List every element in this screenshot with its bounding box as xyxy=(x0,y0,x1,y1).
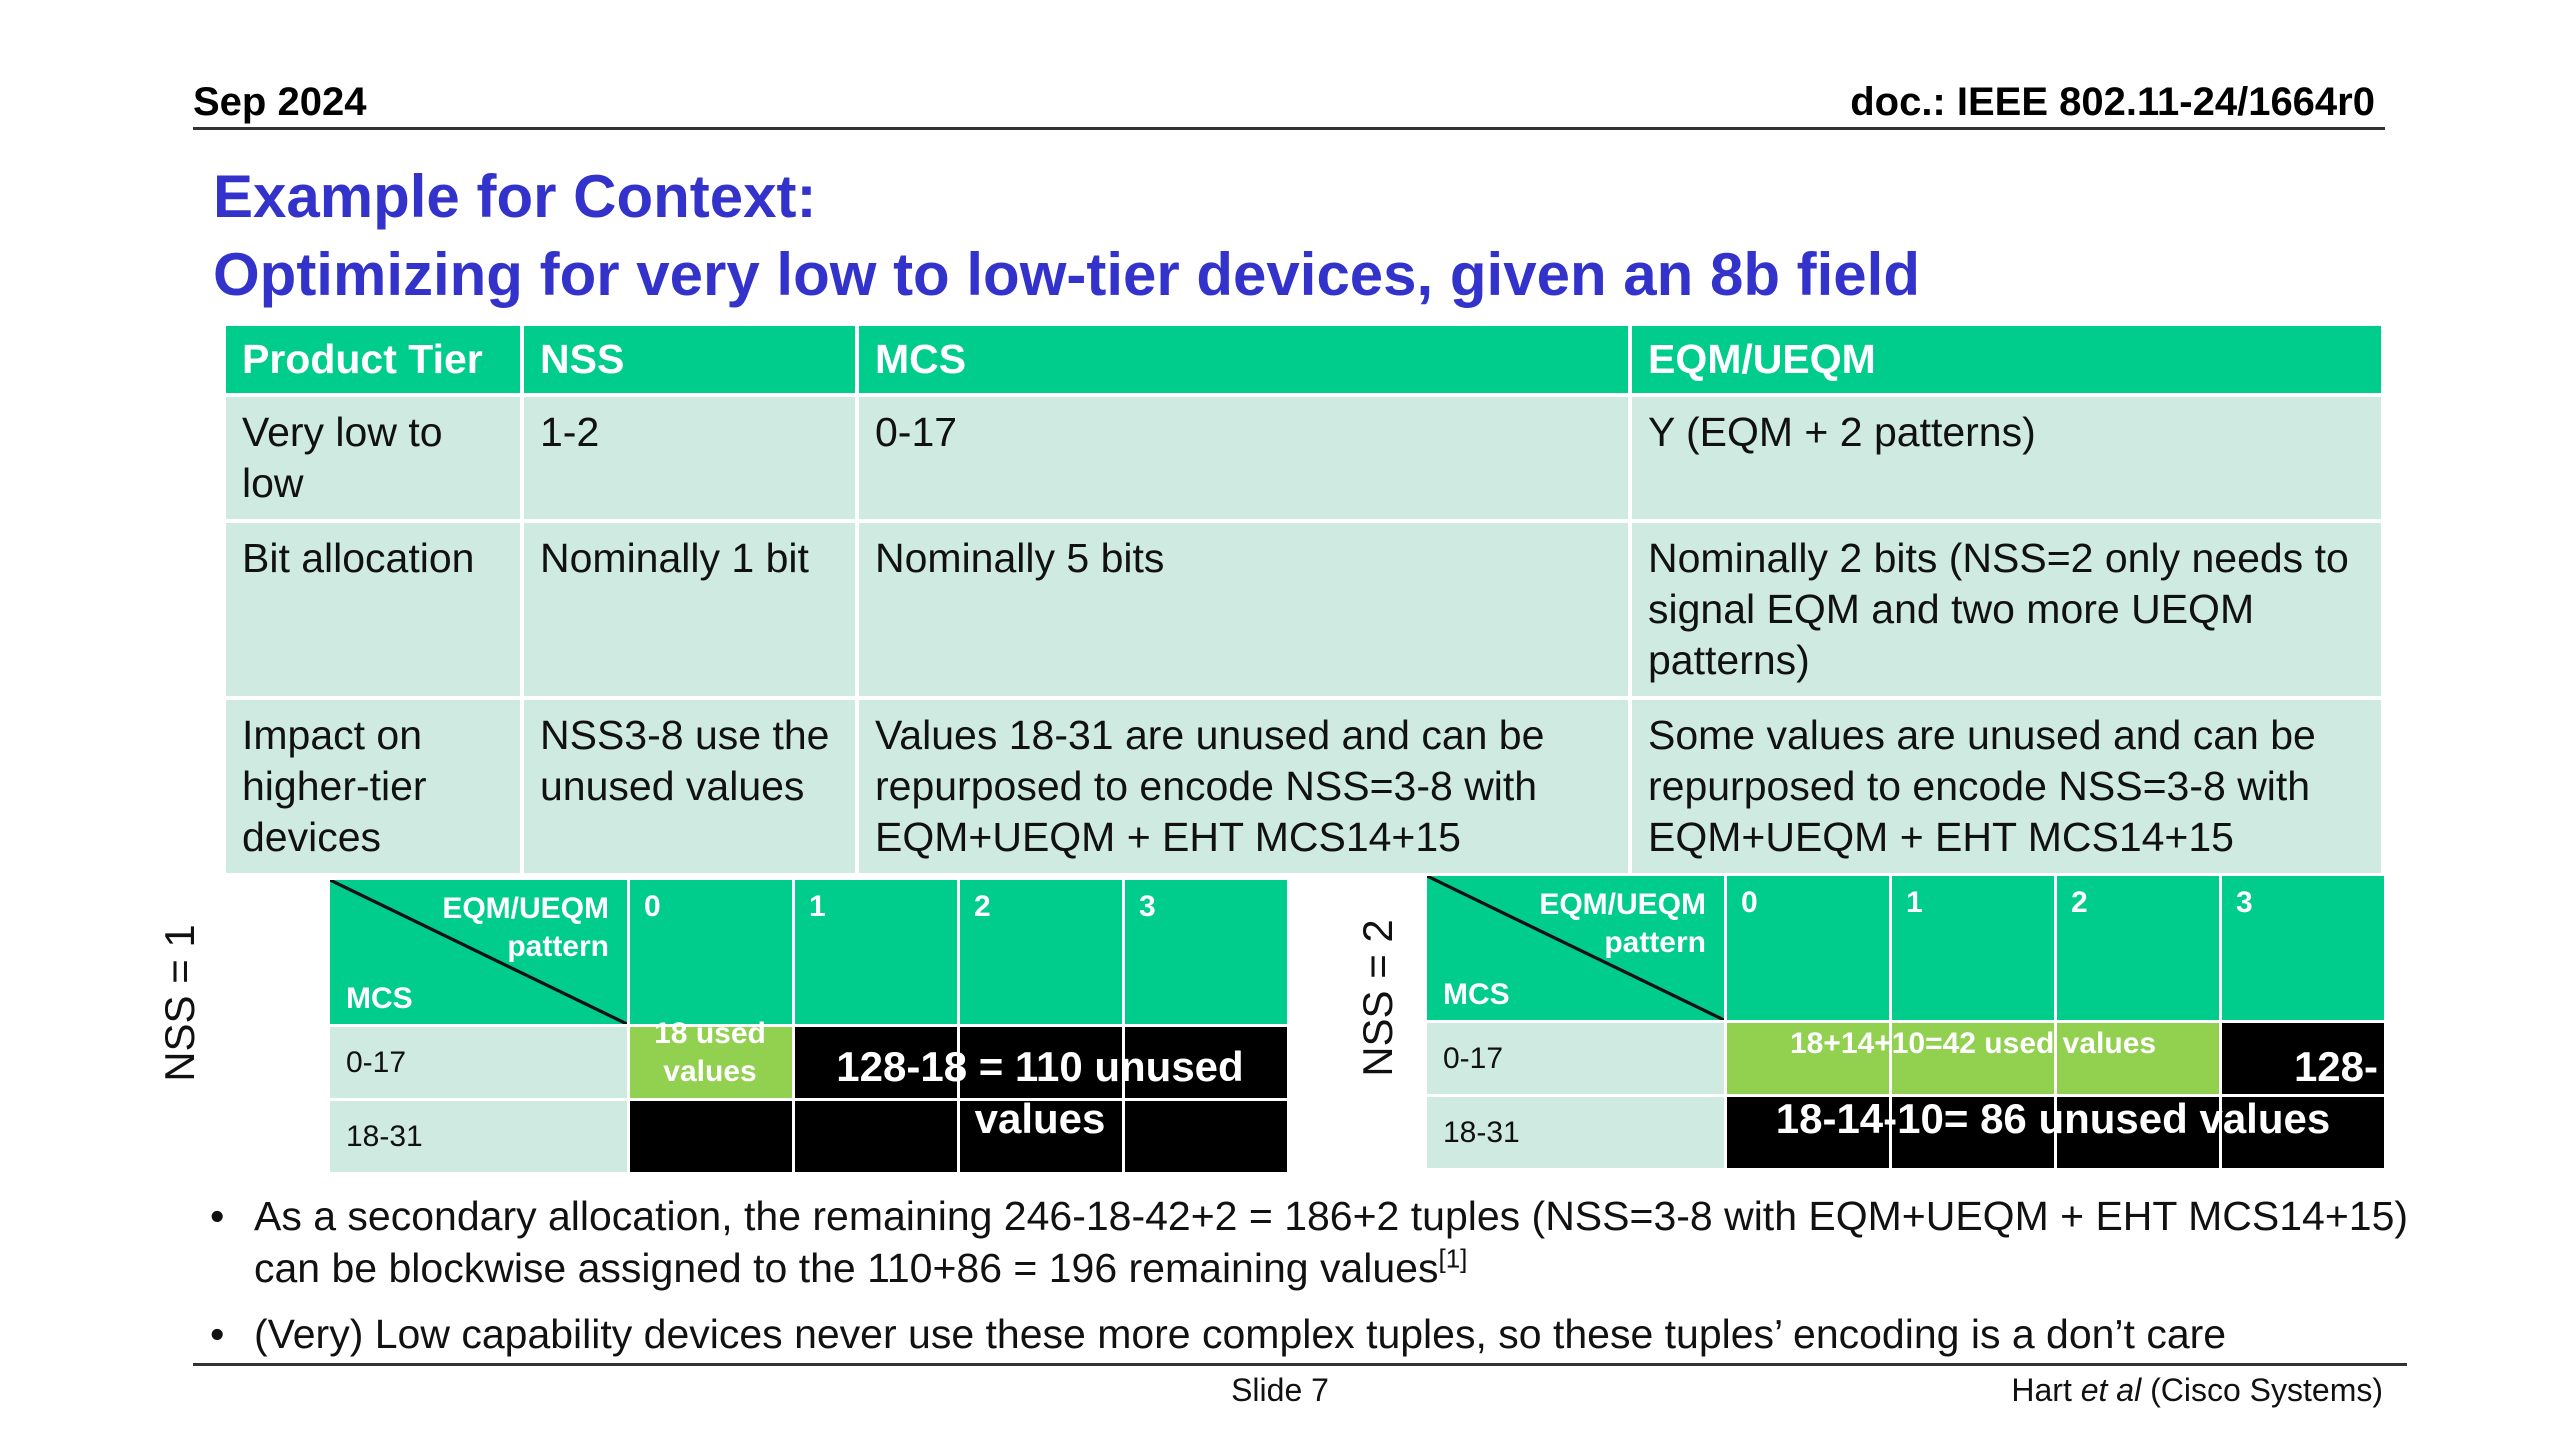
nss2-unused-cell xyxy=(2219,1020,2387,1097)
table-row: Impact on higher-tier devices NSS3-8 use… xyxy=(222,696,2385,877)
bullet-dot-icon: • xyxy=(210,1311,225,1357)
nss1-used-cell xyxy=(627,1024,795,1101)
nss1-row-18-31: 18-31 xyxy=(327,1098,630,1175)
bullet-list: • As a secondary allocation, the remaini… xyxy=(210,1190,2410,1374)
nss1-col-0: 0 xyxy=(627,877,795,1027)
nss1-unused-cell xyxy=(792,1024,960,1101)
author-name: Hart xyxy=(2011,1372,2081,1408)
nss2-corner-mcs-label: MCS xyxy=(1443,978,1510,1011)
footnote-ref: [1] xyxy=(1438,1243,1468,1274)
nss1-axis-label: NSS = 1 xyxy=(156,924,203,1082)
cell-tier: Bit allocation xyxy=(222,519,524,700)
col-header-product-tier: Product Tier xyxy=(222,322,524,397)
col-header-eqm-ueqm: EQM/UEQM xyxy=(1628,322,2385,397)
cell-mcs: 0-17 xyxy=(855,393,1632,523)
nss2-col-3: 3 xyxy=(2219,873,2387,1023)
cell-eqm: Y (EQM + 2 patterns) xyxy=(1628,393,2385,523)
nss2-corner-header: EQM/UEQM pattern MCS xyxy=(1424,873,1727,1023)
diagonal-divider xyxy=(330,880,627,1024)
bullet-dot-icon: • xyxy=(210,1193,225,1239)
cell-nss: Nominally 1 bit xyxy=(520,519,859,700)
nss2-row-0-17: 0-17 xyxy=(1424,1020,1727,1097)
cell-tier: Impact on higher-tier devices xyxy=(222,696,524,877)
header-rule xyxy=(193,127,2385,130)
header-doc-id: doc.: IEEE 802.11-24/1664r0 xyxy=(1850,80,2375,124)
header-date: Sep 2024 xyxy=(193,80,367,124)
nss2-col-2: 2 xyxy=(2054,873,2222,1023)
nss1-corner-pattern-label: EQM/UEQM pattern xyxy=(442,892,609,963)
nss1-col-3: 3 xyxy=(1122,877,1290,1027)
slide-title-line1: Example for Context: xyxy=(213,163,817,230)
nss2-row-18-31: 18-31 xyxy=(1424,1094,1727,1171)
nss2-used-label: 18+14+10=42 used values xyxy=(1789,1027,2157,1060)
nss1-unused-cell xyxy=(792,1098,960,1175)
cell-nss: 1-2 xyxy=(520,393,859,523)
nss2-unused-cell xyxy=(1724,1094,1892,1171)
nss2-unused-cell xyxy=(2219,1094,2387,1171)
nss2-used-cell xyxy=(1724,1020,1892,1097)
nss1-encoding-table: EQM/UEQM pattern MCS 0 1 2 3 0-17 18-31 xyxy=(327,877,1290,1175)
nss1-used-label: 18 used values xyxy=(654,1017,766,1088)
nss1-unused-cell xyxy=(627,1098,795,1175)
col-header-nss: NSS xyxy=(520,322,859,397)
nss1-col-1: 1 xyxy=(792,877,960,1027)
table-header-row: Product Tier NSS MCS EQM/UEQM xyxy=(222,322,2385,397)
nss2-axis-label: NSS = 2 xyxy=(1354,919,1401,1077)
diagonal-divider xyxy=(1427,876,1724,1020)
nss2-used-cell xyxy=(1889,1020,2057,1097)
nss2-unused-cell xyxy=(2054,1094,2222,1171)
col-header-mcs: MCS xyxy=(855,322,1632,397)
cell-eqm: Nominally 2 bits (NSS=2 only needs to si… xyxy=(1628,519,2385,700)
bullet-item: • (Very) Low capability devices never us… xyxy=(210,1308,2410,1360)
table-row: Bit allocation Nominally 1 bit Nominally… xyxy=(222,519,2385,700)
footer-rule xyxy=(193,1363,2407,1366)
bullet-item: • As a secondary allocation, the remaini… xyxy=(210,1190,2410,1294)
author-etal: et al xyxy=(2080,1372,2142,1408)
nss1-unused-cell xyxy=(1122,1098,1290,1175)
cell-nss: NSS3-8 use the unused values xyxy=(520,696,859,877)
nss1-unused-label-line2: values xyxy=(974,1095,1106,1142)
slide-title-line2: Optimizing for very low to low-tier devi… xyxy=(213,241,1920,308)
nss2-col-1: 1 xyxy=(1889,873,2057,1023)
nss1-unused-cell xyxy=(957,1098,1125,1175)
nss2-unused-label: 18-14-10= 86 unused values xyxy=(1775,1095,2331,1142)
cell-mcs: Values 18-31 are unused and can be repur… xyxy=(855,696,1632,877)
nss1-unused-cell xyxy=(957,1024,1125,1101)
slide-number: Slide 7 xyxy=(1231,1372,1329,1408)
nss1-corner-mcs-label: MCS xyxy=(346,982,413,1015)
bullet-text: (Very) Low capability devices never use … xyxy=(254,1311,2227,1357)
author-affiliation: (Cisco Systems) xyxy=(2141,1372,2383,1408)
nss2-used-cell xyxy=(2054,1020,2222,1097)
cell-eqm: Some values are unused and can be repurp… xyxy=(1628,696,2385,877)
bullet-text: As a secondary allocation, the remaining… xyxy=(254,1193,2409,1291)
nss2-col-0: 0 xyxy=(1724,873,1892,1023)
nss2-encoding-table: EQM/UEQM pattern MCS 0 1 2 3 0-17 18-31 xyxy=(1424,873,2387,1171)
nss1-row-0-17: 0-17 xyxy=(327,1024,630,1101)
nss2-corner-pattern-label: EQM/UEQM pattern xyxy=(1539,888,1706,959)
nss1-corner-header: EQM/UEQM pattern MCS xyxy=(327,877,630,1027)
footer-author: Hart et al (Cisco Systems) xyxy=(2011,1372,2383,1409)
cell-tier: Very low to low xyxy=(222,393,524,523)
nss2-unused-cell xyxy=(1889,1094,2057,1171)
cell-mcs: Nominally 5 bits xyxy=(855,519,1632,700)
product-tier-table: Product Tier NSS MCS EQM/UEQM Very low t… xyxy=(222,322,2385,877)
nss2-partial-label: 128- xyxy=(2293,1043,2378,1090)
nss1-unused-label-line1: 128-18 = 110 unused xyxy=(836,1043,1244,1090)
nss1-col-2: 2 xyxy=(957,877,1125,1027)
nss1-unused-cell xyxy=(1122,1024,1290,1101)
table-row: Very low to low 1-2 0-17 Y (EQM + 2 patt… xyxy=(222,393,2385,523)
